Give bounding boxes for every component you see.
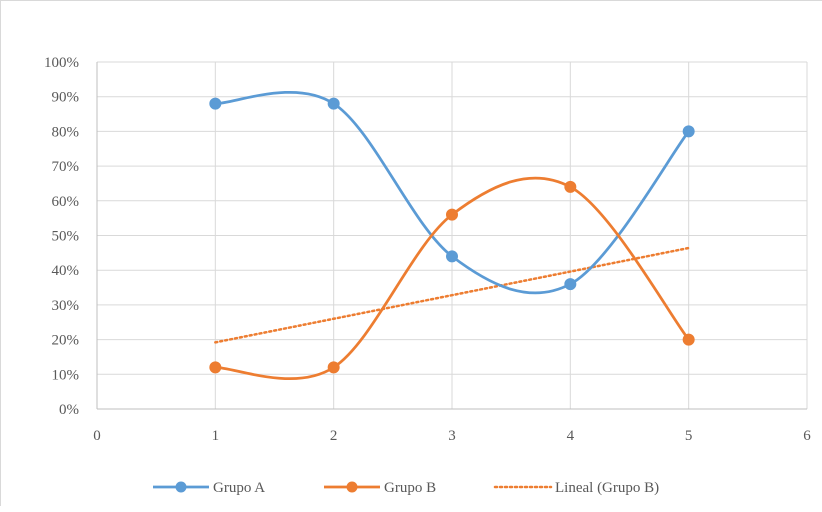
x-tick-label: 2: [330, 428, 338, 444]
data-point: [209, 361, 222, 374]
trendline-layer: [214, 246, 690, 344]
x-tick-label: 6: [803, 428, 811, 444]
y-tick-label: 40%: [52, 263, 80, 279]
x-tick-label: 3: [448, 428, 456, 444]
gridlines: [97, 61, 808, 409]
legend-label: Lineal (Grupo B): [555, 480, 659, 496]
data-point: [682, 333, 695, 346]
data-point: [446, 250, 458, 263]
legend-item: Grupo B: [324, 480, 436, 496]
series-layer: [209, 90, 695, 381]
y-tick-label: 90%: [52, 90, 80, 106]
y-tick-label: 70%: [52, 159, 80, 175]
y-tick-label: 100%: [44, 55, 79, 71]
legend-label: Grupo B: [384, 480, 436, 496]
legend-item: Grupo A: [153, 480, 265, 496]
data-point: [682, 125, 695, 138]
y-tick-label: 20%: [52, 333, 80, 349]
y-tick-label: 50%: [52, 229, 80, 245]
data-point: [564, 278, 577, 291]
data-point: [327, 361, 340, 374]
legend-item: Lineal (Grupo B): [493, 480, 659, 496]
legend: Grupo A Grupo B Lineal (Grupo B): [153, 480, 659, 496]
y-tick-label: 10%: [52, 367, 80, 383]
legend-label: Grupo A: [213, 480, 265, 496]
y-tick-label: 60%: [52, 194, 80, 210]
y-tick-label: 30%: [52, 298, 80, 314]
x-tick-label: 0: [93, 428, 101, 444]
data-point: [209, 97, 222, 110]
y-tick-label: 80%: [52, 124, 80, 140]
y-tick-label: 0%: [59, 402, 79, 418]
legend-marker: [346, 481, 358, 493]
data-point: [564, 180, 577, 193]
legend-marker: [175, 481, 187, 493]
x-tick-label: 1: [212, 428, 220, 444]
x-tick-label: 5: [685, 428, 693, 444]
x-tick-label: 4: [567, 428, 575, 444]
data-point: [446, 208, 458, 221]
axes: 0% 10% 20% 30% 40% 50% 60% 70% 80% 90% 100% 0 1 2 3 4 5 6: [44, 55, 811, 444]
data-point: [327, 97, 340, 110]
trendline-grupo-b: [214, 246, 690, 344]
